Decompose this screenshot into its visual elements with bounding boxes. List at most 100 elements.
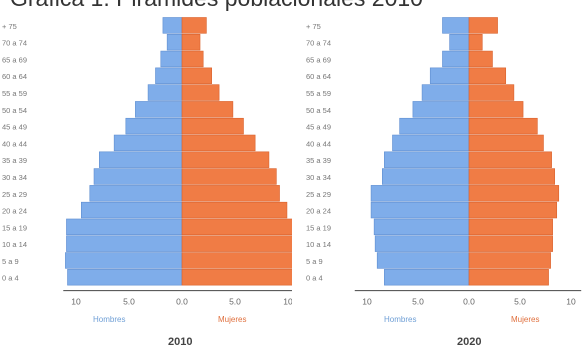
- age-label: 45 a 49: [2, 123, 27, 132]
- age-label: 70 a 74: [306, 39, 331, 48]
- bar-men-2010-6: [93, 168, 183, 185]
- bar-men-2020-5: [370, 185, 470, 202]
- age-label: 40 a 44: [306, 139, 331, 148]
- x-tick-label: 10: [566, 297, 576, 307]
- age-label: 35 a 39: [306, 156, 331, 165]
- age-label: 5 a 9: [306, 257, 323, 266]
- age-label: + 75: [2, 22, 17, 31]
- age-label: 15 a 19: [2, 223, 27, 232]
- pyramid-2010: 0 a 4 5 a 9 10 a 14 15 a 19 20 a 24 25 a 29 30…: [0, 12, 292, 349]
- bar-men-2020-14: [449, 33, 470, 51]
- bar-men-2020-2: [374, 235, 470, 252]
- x-tick-label: 10: [71, 297, 81, 307]
- bar-women-2010-6: [181, 168, 277, 185]
- bar-women-2010-14: [181, 33, 201, 51]
- bar-men-2010-2: [66, 235, 183, 252]
- age-label: 0 a 4: [306, 274, 323, 283]
- x-tick-label: 5.0: [514, 297, 526, 307]
- bar-men-2020-6: [382, 168, 470, 185]
- bar-women-2020-11: [468, 84, 515, 101]
- bar-women-2010-5: [181, 185, 280, 202]
- pyramid-2020-plot: 0 a 4 5 a 9 10 a 14 15 a 19 20 a 24 25 a 29 30…: [306, 17, 582, 307]
- bar-men-2010-13: [160, 50, 183, 68]
- legend-men-label: Hombres: [384, 315, 417, 324]
- bar-men-2020-13: [442, 50, 470, 68]
- age-label: 60 a 64: [306, 72, 331, 81]
- bar-women-2010-9: [181, 117, 244, 135]
- bar-women-2020-3: [468, 218, 553, 236]
- age-label: 25 a 29: [306, 190, 331, 199]
- legend-women-label: Mujeres: [218, 315, 247, 324]
- age-label: 60 a 64: [2, 72, 27, 81]
- bar-women-2020-13: [468, 50, 493, 68]
- bar-women-2010-2: [181, 235, 292, 252]
- bar-women-2020-2: [468, 235, 553, 252]
- age-label: 20 a 24: [306, 207, 331, 216]
- bar-women-2020-15: [468, 17, 498, 34]
- bar-women-2010-13: [181, 50, 204, 68]
- bar-women-2020-8: [468, 134, 544, 152]
- bar-women-2020-14: [468, 33, 483, 51]
- bar-women-2010-7: [181, 151, 270, 168]
- x-tick-label: 0.0: [176, 297, 188, 307]
- bar-men-2020-12: [429, 67, 470, 84]
- age-label: 20 a 24: [2, 207, 27, 216]
- bar-men-2020-11: [421, 84, 470, 101]
- bar-women-2010-10: [181, 101, 234, 118]
- age-label: 30 a 34: [2, 173, 27, 182]
- bar-women-2020-4: [468, 201, 558, 219]
- bar-men-2010-0: [67, 269, 183, 286]
- legend-men-label: Hombres: [93, 315, 126, 324]
- x-tick-label: 5.0: [412, 297, 424, 307]
- bar-men-2020-1: [376, 252, 470, 269]
- bar-men-2010-9: [125, 117, 183, 135]
- age-label: 35 a 39: [2, 156, 27, 165]
- bar-men-2010-5: [89, 185, 183, 202]
- bar-women-2010-15: [181, 17, 207, 34]
- x-tick-label: 0.0: [463, 297, 475, 307]
- bar-women-2020-10: [468, 101, 524, 118]
- age-label: 30 a 34: [306, 173, 331, 182]
- x-tick-label: 10: [362, 297, 372, 307]
- bar-men-2010-11: [147, 84, 183, 101]
- bar-women-2020-1: [468, 252, 551, 269]
- bar-women-2010-12: [181, 67, 212, 84]
- age-label: 40 a 44: [2, 139, 27, 148]
- bar-women-2020-7: [468, 151, 552, 168]
- bar-men-2010-7: [99, 151, 183, 168]
- bar-women-2020-5: [468, 185, 560, 202]
- x-tick-label: 5.0: [123, 297, 135, 307]
- bar-men-2010-4: [81, 201, 183, 219]
- bar-women-2020-12: [468, 67, 507, 84]
- age-label: 65 a 69: [2, 55, 27, 64]
- age-label: 15 a 19: [306, 223, 331, 232]
- bar-women-2020-6: [468, 168, 555, 185]
- bar-men-2010-14: [166, 33, 183, 51]
- x-tick-label: 10: [283, 297, 292, 307]
- bar-men-2020-0: [384, 269, 470, 286]
- age-label: 5 a 9: [2, 257, 19, 266]
- bar-women-2010-11: [181, 84, 220, 101]
- bar-women-2010-1: [181, 252, 292, 269]
- bar-men-2010-3: [66, 218, 183, 236]
- age-label: 50 a 54: [306, 106, 331, 115]
- pyramid-2020: 0 a 4 5 a 9 10 a 14 15 a 19 20 a 24 25 a 29 30…: [292, 12, 584, 349]
- age-label: 10 a 14: [306, 240, 331, 249]
- age-label: 55 a 59: [2, 89, 27, 98]
- x-tick-label: 5.0: [229, 297, 241, 307]
- bar-women-2010-3: [181, 218, 292, 236]
- bar-men-2010-1: [65, 252, 183, 269]
- bar-women-2010-4: [181, 201, 288, 219]
- age-label: 10 a 14: [2, 240, 27, 249]
- bar-women-2020-0: [468, 269, 549, 286]
- year-label-2020: 2020: [457, 336, 482, 348]
- bar-men-2020-9: [399, 117, 470, 135]
- bar-men-2020-4: [370, 201, 470, 219]
- bar-men-2010-8: [113, 134, 183, 152]
- age-label: 65 a 69: [306, 55, 331, 64]
- age-label: 25 a 29: [2, 190, 27, 199]
- bar-men-2010-10: [135, 101, 183, 118]
- bar-women-2010-8: [181, 134, 256, 152]
- bar-men-2010-15: [162, 17, 183, 34]
- bar-women-2020-9: [468, 117, 538, 135]
